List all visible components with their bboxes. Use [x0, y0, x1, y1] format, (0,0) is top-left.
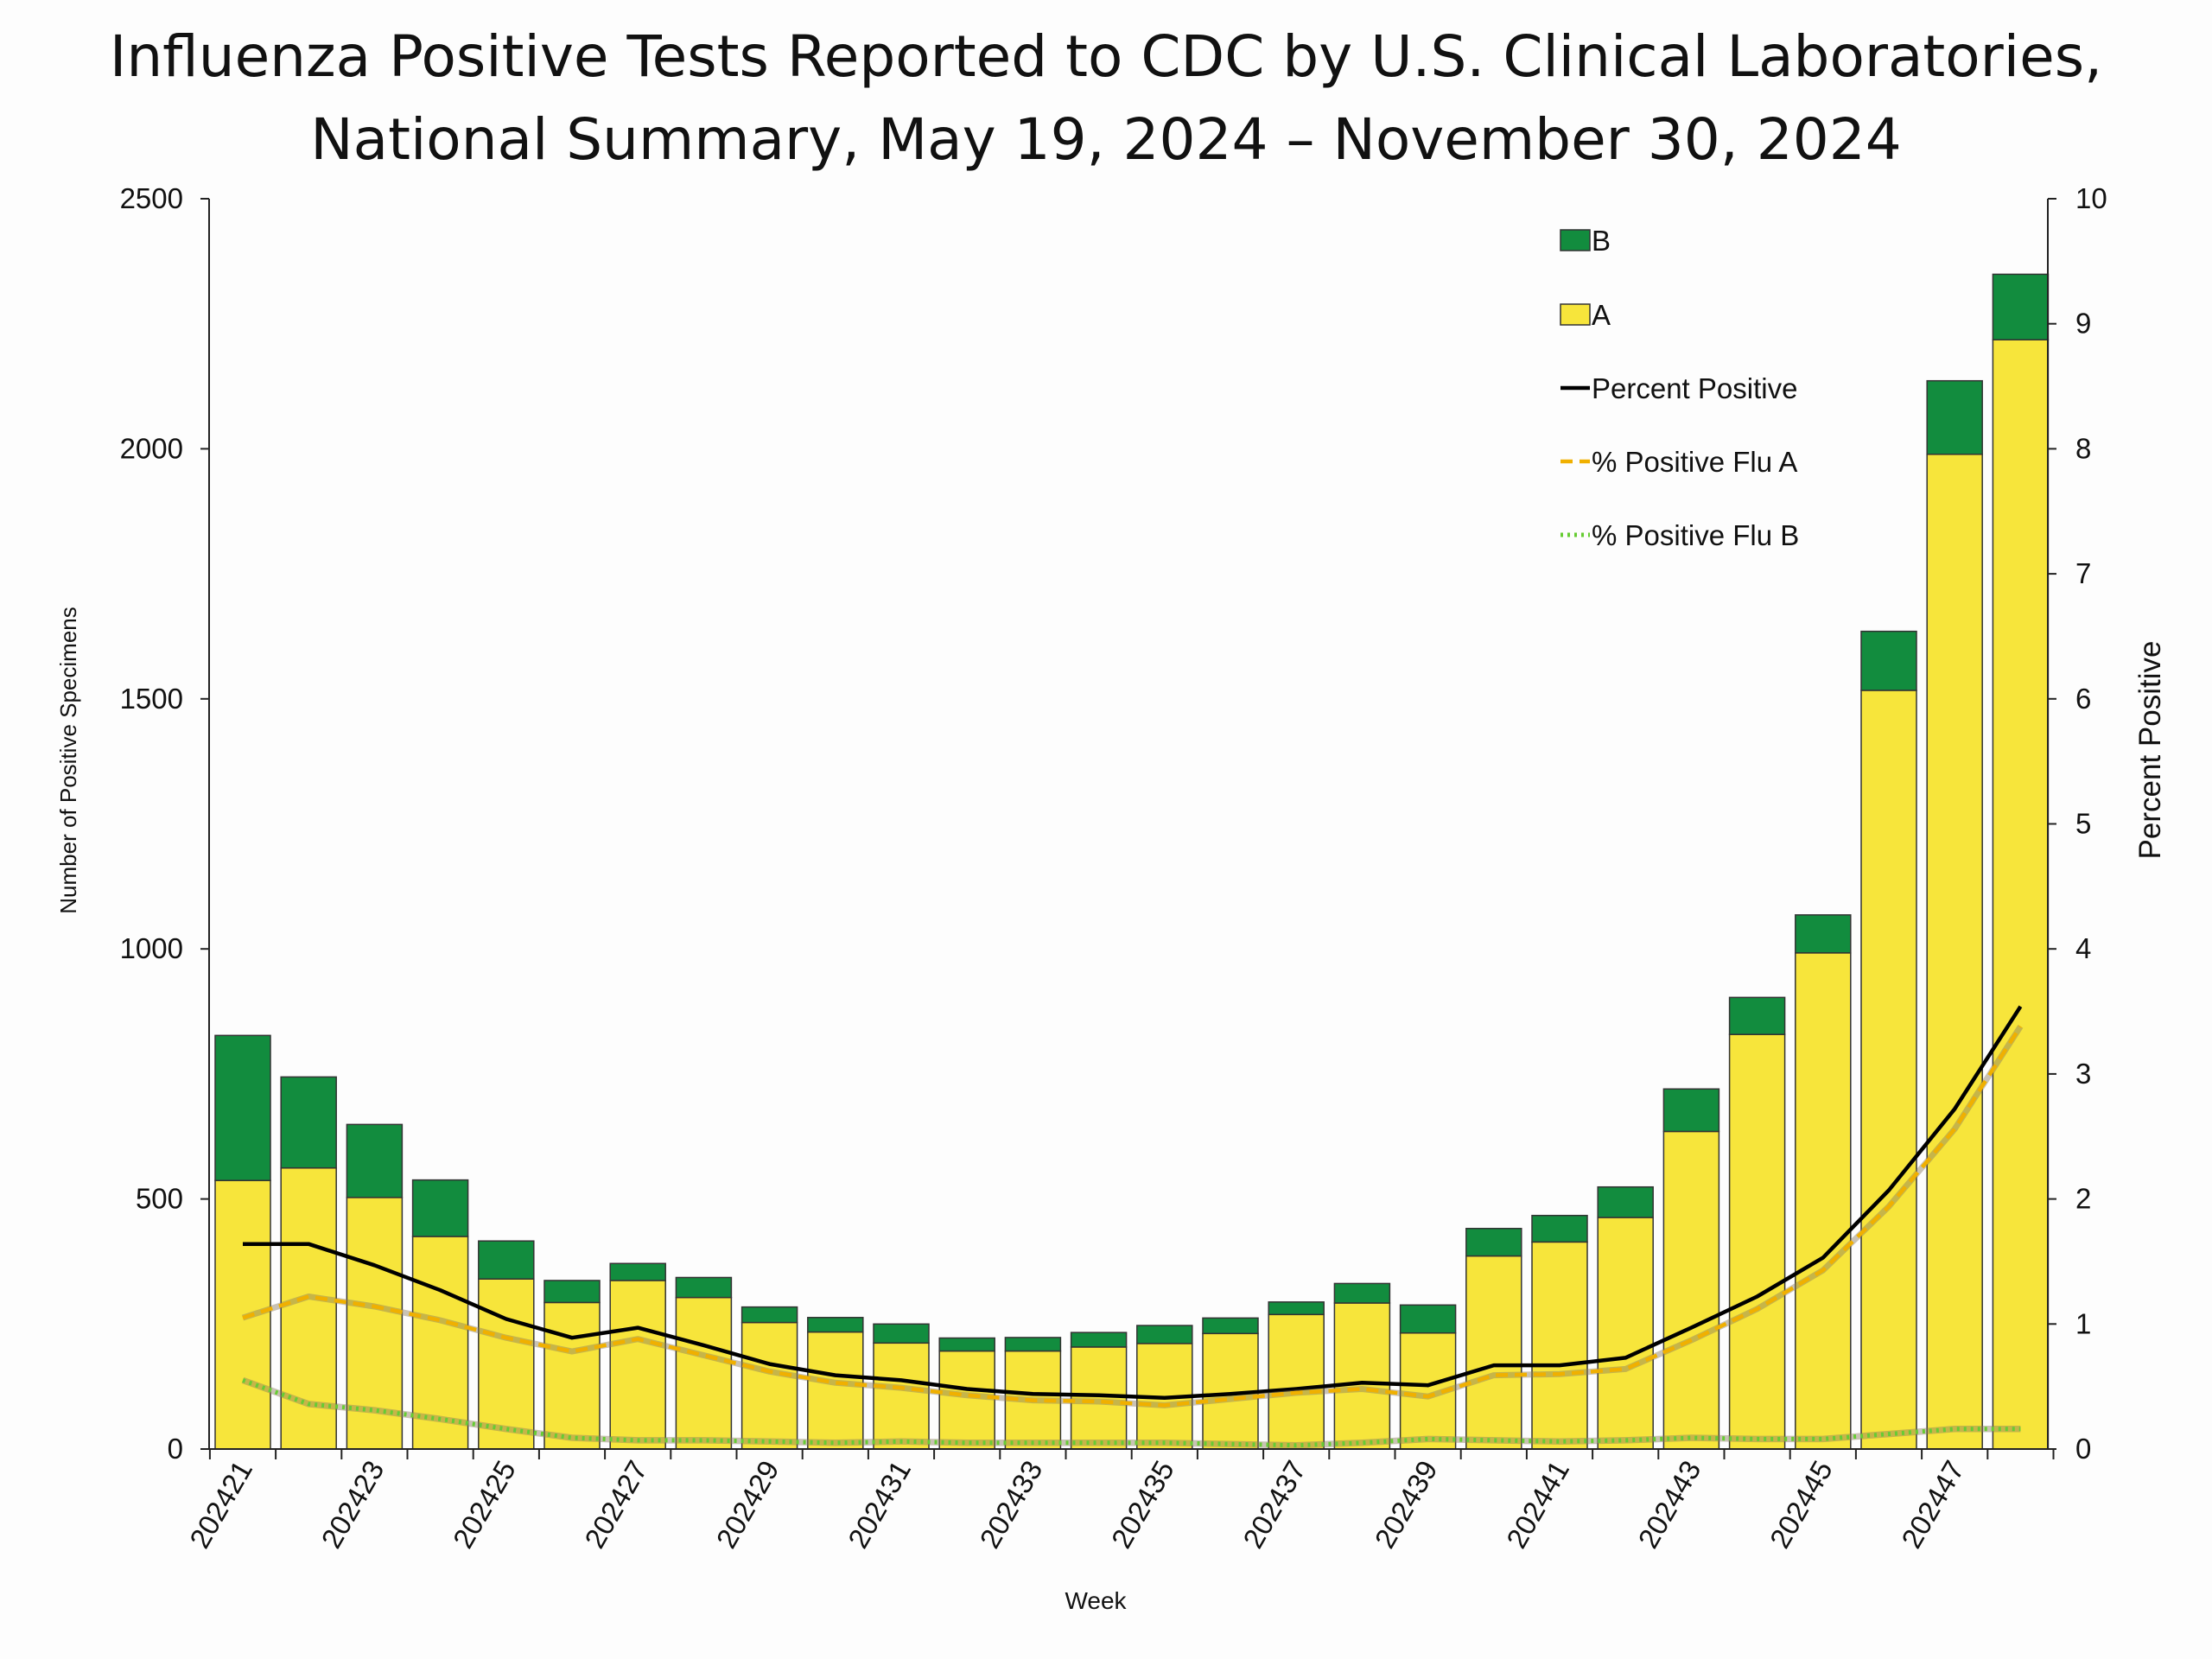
x-tick-label-202431: 202431: [842, 1455, 917, 1554]
bar-b-202439: [1399, 1304, 1457, 1334]
bar-b-202433: [1004, 1337, 1062, 1352]
bar-b-202435: [1136, 1325, 1193, 1344]
y-tick-label-left-500: 500: [136, 1183, 183, 1215]
y-tick-label-left-0: 0: [168, 1433, 183, 1465]
x-axis-title: Week: [1065, 1587, 1127, 1614]
bar-a-202429: [741, 1321, 798, 1450]
bar-b-202422: [280, 1076, 337, 1169]
legend-label-positive-flu-a: % Positive Flu A: [1592, 446, 1797, 478]
lines-group: [241, 1005, 2024, 1449]
legend-label-positive-flu-b: % Positive Flu B: [1592, 519, 1799, 551]
legend-label-percent-positive: Percent Positive: [1592, 372, 1797, 404]
bar-b-202423: [346, 1123, 404, 1198]
bar-a-202442: [1597, 1217, 1654, 1450]
bar-b-202448: [1992, 273, 2050, 340]
bar-b-202445: [1795, 914, 1852, 954]
line--positive-flu-b: [242, 1378, 2021, 1448]
y-tick-label-right-4: 4: [2075, 932, 2091, 964]
bar-b-202441: [1531, 1214, 1588, 1243]
y-tick-label-right-9: 9: [2075, 308, 2091, 340]
y-tick-label-right-5: 5: [2075, 808, 2091, 840]
bar-b-202432: [938, 1337, 995, 1352]
y-tick-label-right-1: 1: [2075, 1307, 2091, 1339]
x-tick-label-202427: 202427: [578, 1455, 653, 1554]
y-tick-label-left-1500: 1500: [120, 683, 183, 715]
bar-a-202431: [873, 1342, 930, 1450]
bar-a-202424: [411, 1236, 469, 1450]
bar-b-202424: [411, 1179, 469, 1237]
legend-swatch-b: [1560, 229, 1591, 251]
x-tick-label-202423: 202423: [315, 1455, 390, 1554]
y-tick-label-left-1000: 1000: [120, 932, 183, 964]
x-tick-label-202445: 202445: [1764, 1455, 1839, 1554]
bar-b-202438: [1333, 1282, 1391, 1304]
bar-b-202443: [1662, 1088, 1720, 1133]
bar-a-202444: [1728, 1033, 1786, 1450]
bar-a-202447: [1926, 454, 1983, 1450]
bar-b-202431: [873, 1323, 930, 1344]
bar-a-202434: [1070, 1346, 1128, 1450]
x-tick-label-202429: 202429: [710, 1455, 785, 1554]
bar-a-202440: [1465, 1255, 1522, 1450]
bar-b-202430: [807, 1317, 864, 1333]
bar-b-202436: [1202, 1317, 1259, 1335]
bar-a-202443: [1662, 1130, 1720, 1450]
y-tick-label-right-3: 3: [2075, 1058, 2091, 1090]
bar-b-202442: [1597, 1185, 1654, 1218]
legend-label-b: B: [1592, 225, 1611, 257]
y-tick-label-right-6: 6: [2075, 683, 2091, 715]
x-tick-label-202447: 202447: [1895, 1455, 1970, 1554]
y-tick-label-right-8: 8: [2075, 432, 2091, 464]
bar-a-202426: [543, 1301, 601, 1450]
chart-title-line-2: National Summary, May 19, 2024 – Novembe…: [310, 106, 1902, 173]
bar-b-202444: [1728, 996, 1786, 1035]
bar-b-202427: [609, 1262, 666, 1281]
legend-swatch-a: [1560, 303, 1591, 326]
y-tick-label-right-2: 2: [2075, 1183, 2091, 1215]
x-tick-label-202443: 202443: [1631, 1455, 1707, 1554]
y-tick-label-left-2000: 2000: [120, 432, 183, 464]
x-tick-label-202433: 202433: [973, 1455, 1048, 1554]
x-tick-label-202435: 202435: [1105, 1455, 1180, 1554]
bar-b-202440: [1465, 1227, 1522, 1257]
bar-a-202441: [1531, 1241, 1588, 1450]
bar-a-202437: [1268, 1313, 1325, 1450]
x-tick-label-202441: 202441: [1500, 1455, 1575, 1554]
bar-a-202445: [1795, 952, 1852, 1450]
bar-b-202437: [1268, 1301, 1325, 1316]
y-tick-label-right-10: 10: [2075, 182, 2107, 214]
bar-a-202430: [807, 1331, 864, 1450]
line--positive-flu-a: [242, 1025, 2023, 1408]
x-tick-label-202421: 202421: [183, 1455, 258, 1554]
bar-b-202429: [741, 1306, 798, 1324]
bar-a-202432: [938, 1350, 995, 1450]
bar-b-202421: [214, 1034, 271, 1181]
bar-a-202428: [675, 1296, 733, 1450]
legend: B A Percent Positive % Positive Flu A % Posi…: [1560, 225, 1799, 551]
x-tick-label-202437: 202437: [1236, 1455, 1312, 1554]
x-tick-label-202425: 202425: [447, 1455, 522, 1554]
line-percent-positive: [243, 1005, 2023, 1400]
chart-title: Influenza Positive Tests Reported to CDC…: [0, 16, 2212, 181]
y-axis-title-left: Number of Positive Specimens: [55, 607, 81, 913]
x-tick-label-202439: 202439: [1369, 1455, 1444, 1554]
bar-b-202434: [1070, 1332, 1128, 1348]
bar-a-202446: [1860, 690, 1917, 1450]
bar-a-202423: [346, 1197, 404, 1450]
bar-a-202427: [609, 1280, 666, 1450]
y-axis-title-right: Percent Positive: [2133, 641, 2167, 860]
bar-b-202428: [675, 1276, 733, 1299]
chart-title-line-1: Influenza Positive Tests Reported to CDC…: [109, 23, 2103, 90]
bar-b-202426: [543, 1280, 601, 1304]
y-tick-label-right-0: 0: [2075, 1433, 2091, 1465]
bar-a-202448: [1992, 339, 2050, 1450]
bar-a-202438: [1333, 1302, 1391, 1450]
legend-label-a: A: [1592, 299, 1611, 331]
bar-b-202446: [1860, 630, 1917, 691]
bar-b-202425: [478, 1240, 535, 1280]
bar-b-202447: [1926, 379, 1983, 455]
y-tick-label-right-7: 7: [2075, 557, 2091, 589]
y-tick-label-left-2500: 2500: [120, 182, 183, 214]
